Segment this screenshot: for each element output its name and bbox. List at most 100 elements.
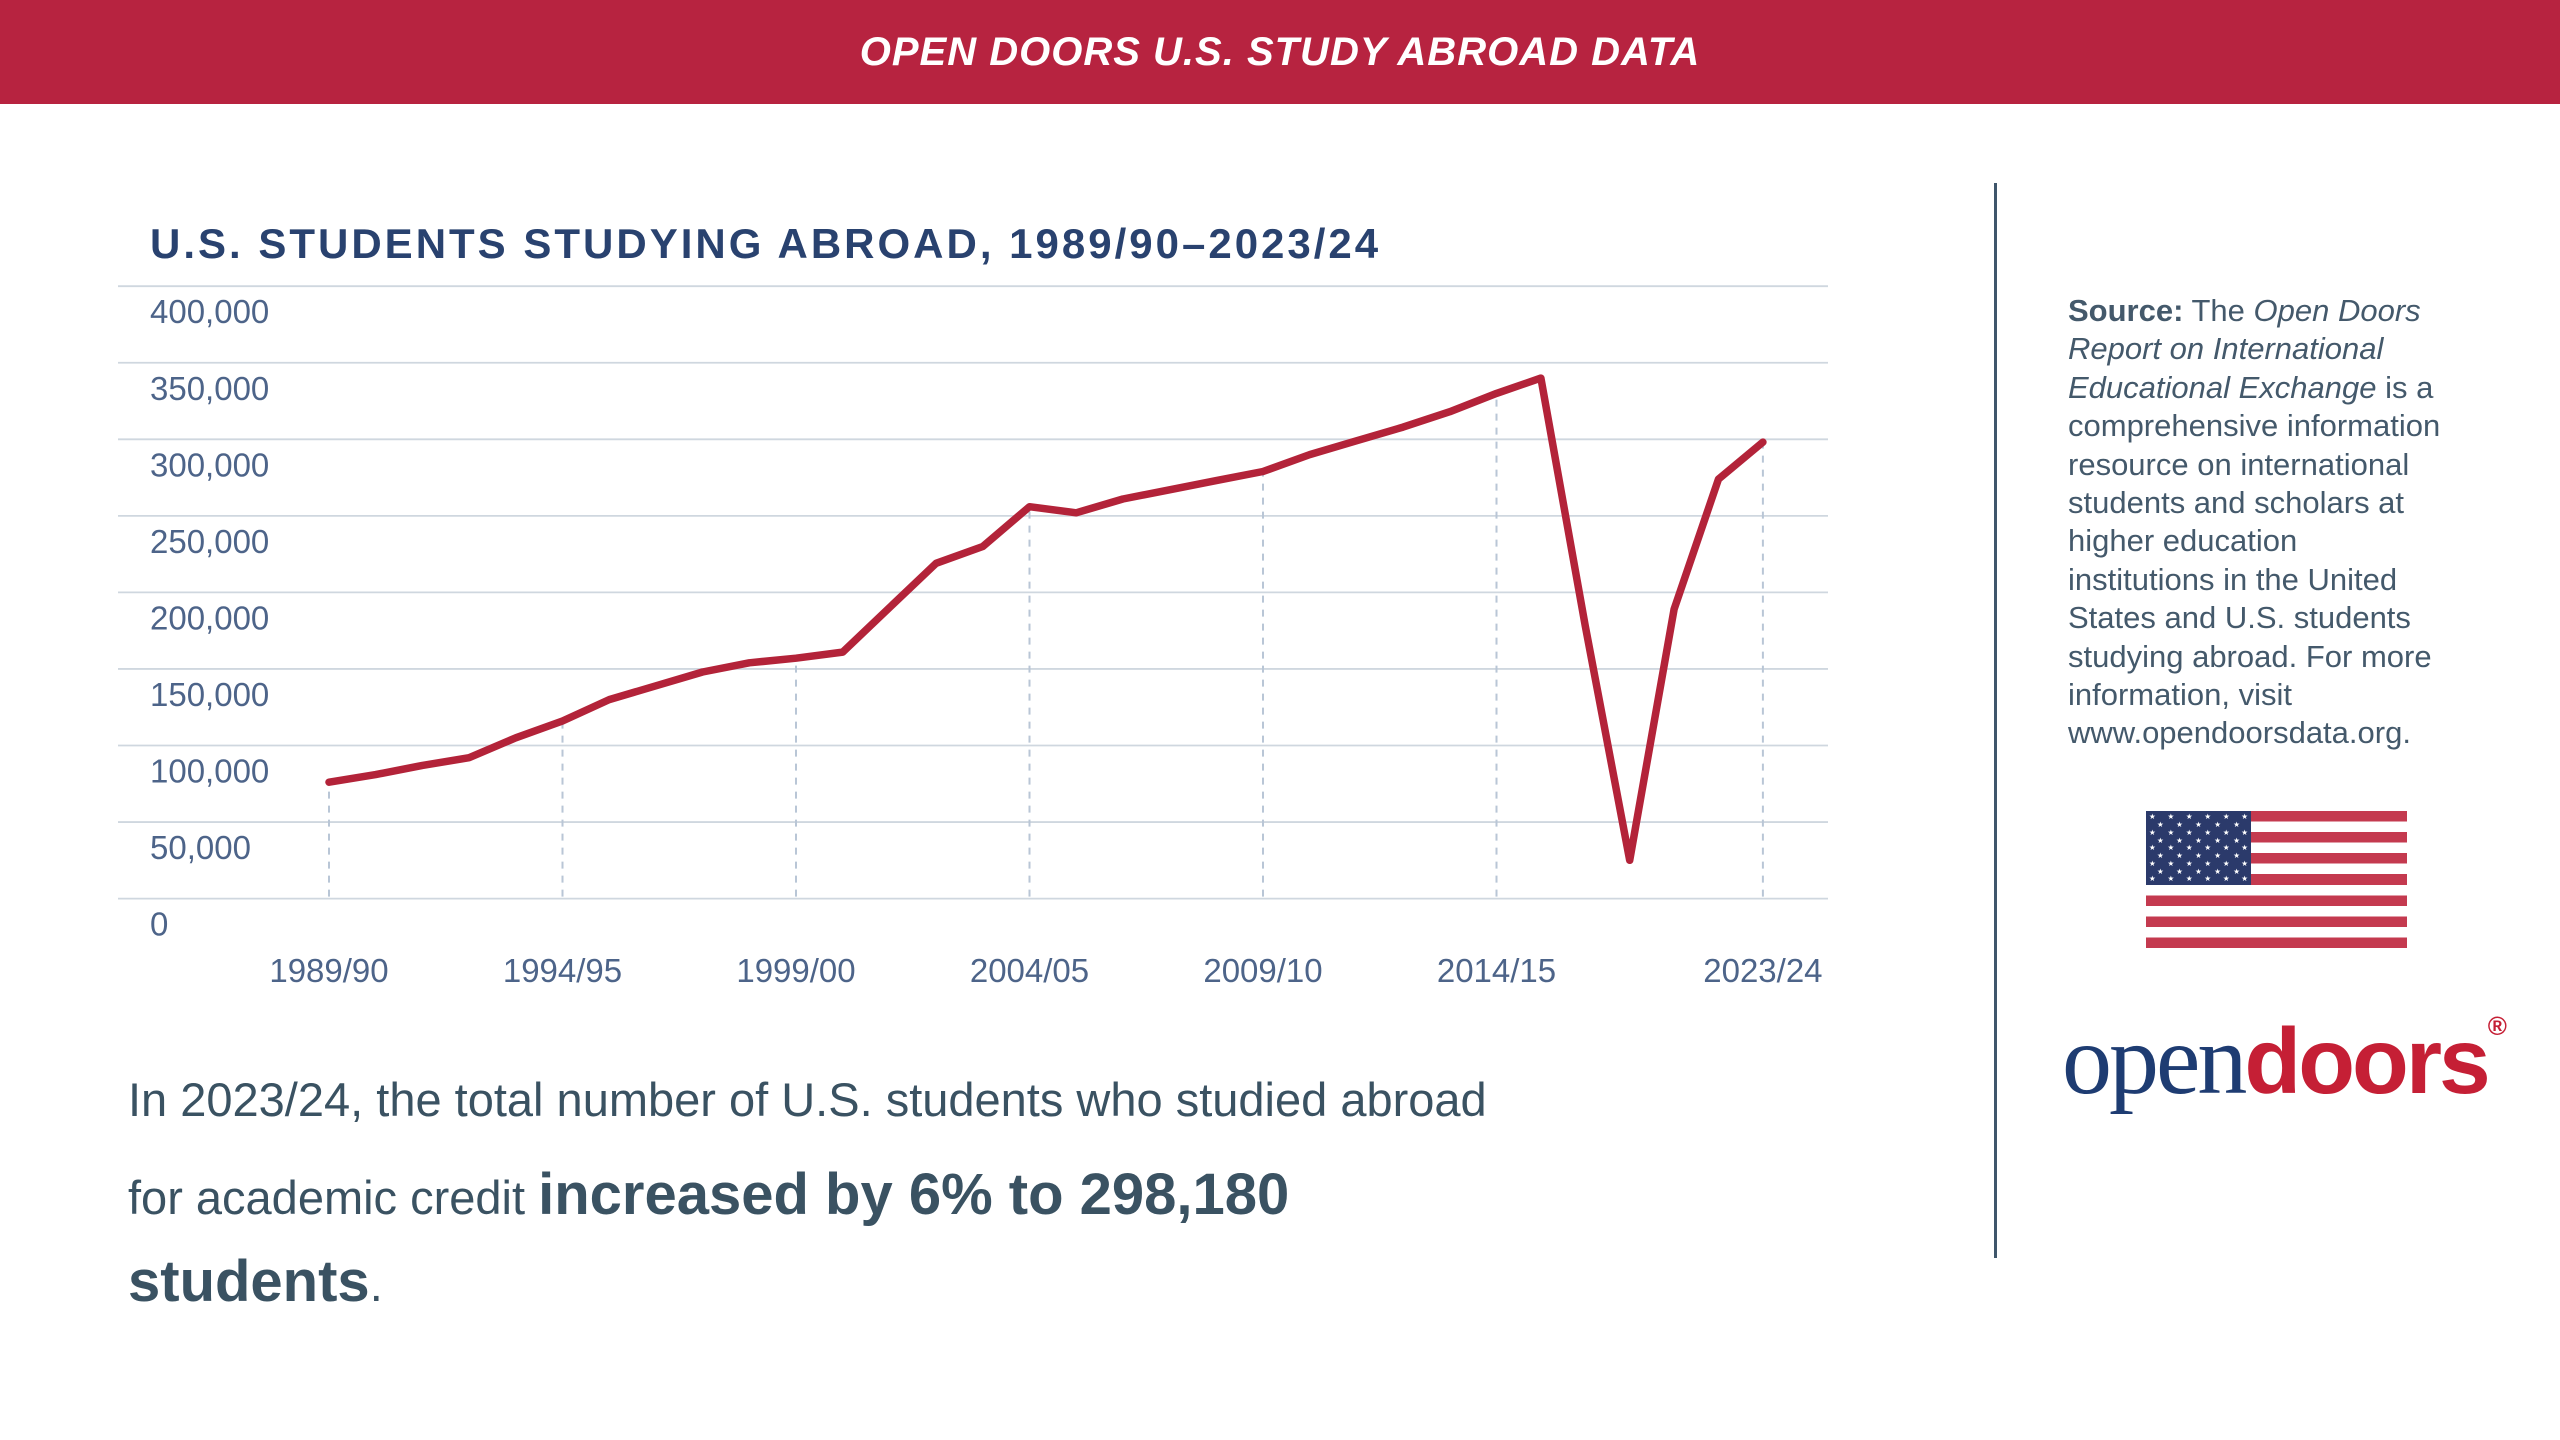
star-icon: ★ bbox=[2185, 812, 2193, 822]
star-icon: ★ bbox=[2214, 851, 2221, 861]
star-icon: ★ bbox=[2149, 827, 2156, 837]
star-icon: ★ bbox=[2241, 827, 2248, 837]
star-icon: ★ bbox=[2157, 835, 2164, 845]
flag-star-row: ★ ★ ★ ★ ★ bbox=[2149, 820, 2248, 830]
flag-star-row: ★ ★ ★ ★ ★ ★ bbox=[2149, 858, 2248, 868]
opendoorsdata-url[interactable]: www.opendoorsdata.org bbox=[2068, 715, 2403, 751]
text-line: students and scholars at bbox=[2068, 484, 2498, 522]
star-icon: ★ bbox=[2176, 835, 2183, 845]
key-finding-text: In 2023/24, the total number of U.S. stu… bbox=[128, 1072, 1828, 1316]
star-icon: ★ bbox=[2241, 843, 2248, 853]
star-icon: ★ bbox=[2241, 874, 2248, 884]
star-icon: ★ bbox=[2233, 820, 2240, 830]
star-icon: ★ bbox=[2149, 858, 2156, 868]
star-icon: ★ bbox=[2233, 866, 2240, 876]
flag-star-row: ★ ★ ★ ★ ★ ★ bbox=[2149, 812, 2248, 822]
text-run: The bbox=[2183, 293, 2254, 328]
star-icon: ★ bbox=[2204, 874, 2212, 884]
text-run: resource on international bbox=[2068, 446, 2410, 482]
star-icon: ★ bbox=[2167, 874, 2175, 884]
y-axis-label: 300,000 bbox=[150, 446, 269, 483]
text-line: Educational Exchange is a bbox=[2068, 369, 2498, 407]
logo-open-text: open bbox=[2062, 1004, 2247, 1115]
text-run: increased by 6% to 298,180 bbox=[538, 1162, 1290, 1227]
text-run: States and U.S. students bbox=[2068, 600, 2411, 636]
star-icon: ★ bbox=[2149, 874, 2156, 884]
text-line: In 2023/24, the total number of U.S. stu… bbox=[128, 1072, 1828, 1128]
banner-subtitle: U.S. STUDY ABROAD DATA bbox=[1140, 29, 1701, 74]
star-icon: ★ bbox=[2214, 835, 2221, 845]
star-icon: ★ bbox=[2176, 866, 2183, 876]
text-line: institutions in the United bbox=[2068, 561, 2498, 599]
flag-star-row: ★ ★ ★ ★ ★ ★ bbox=[2149, 874, 2248, 884]
star-icon: ★ bbox=[2222, 874, 2230, 884]
text-run: institutions in the United bbox=[2068, 561, 2398, 597]
data-line-series bbox=[325, 374, 1767, 865]
star-icon: ★ bbox=[2157, 851, 2164, 861]
text-line: higher education bbox=[2068, 522, 2498, 560]
flag-star-row: ★ ★ ★ ★ ★ ★ bbox=[2149, 843, 2248, 853]
text-line: www.opendoorsdata.org. bbox=[2068, 714, 2498, 752]
text-line: Report on International bbox=[2068, 330, 2498, 368]
top-banner: OPEN DOORS U.S. STUDY ABROAD DATA bbox=[0, 0, 2560, 104]
flag-star-row: ★ ★ ★ ★ ★ ★ bbox=[2149, 827, 2248, 837]
star-icon: ★ bbox=[2195, 820, 2202, 830]
x-axis-label: 1994/95 bbox=[503, 952, 622, 989]
x-axis-label: 2014/15 bbox=[1437, 952, 1556, 989]
text-run: is a bbox=[2376, 369, 2434, 405]
text-run: studying abroad. For more bbox=[2068, 638, 2432, 674]
y-axis-label: 0 bbox=[150, 906, 168, 943]
star-icon: ★ bbox=[2157, 866, 2164, 876]
star-icon: ★ bbox=[2204, 858, 2212, 868]
text-run: In 2023/24, the total number of U.S. stu… bbox=[128, 1073, 1487, 1126]
text-line: comprehensive information bbox=[2068, 407, 2498, 445]
text-run: information, visit bbox=[2068, 677, 2292, 713]
star-icon: ★ bbox=[2222, 858, 2230, 868]
star-icon: ★ bbox=[2176, 851, 2183, 861]
star-icon: ★ bbox=[2185, 843, 2193, 853]
star-icon: ★ bbox=[2149, 843, 2156, 853]
y-axis-label: 400,000 bbox=[150, 293, 269, 330]
star-icon: ★ bbox=[2185, 874, 2193, 884]
star-icon: ★ bbox=[2233, 851, 2240, 861]
star-icon: ★ bbox=[2195, 835, 2202, 845]
star-icon: ★ bbox=[2241, 812, 2248, 822]
star-icon: ★ bbox=[2167, 827, 2175, 837]
y-axis-label: 50,000 bbox=[150, 829, 251, 866]
text-run: Source: bbox=[2068, 293, 2184, 328]
text-run: students and scholars at bbox=[2068, 485, 2405, 521]
star-icon: ★ bbox=[2204, 812, 2212, 822]
text-run: Report on International bbox=[2068, 331, 2384, 367]
y-axis-label: 100,000 bbox=[150, 753, 269, 790]
star-icon: ★ bbox=[2167, 858, 2175, 868]
text-run: Educational Exchange bbox=[2068, 369, 2377, 405]
flag-star-row: ★ ★ ★ ★ ★ bbox=[2149, 866, 2248, 876]
star-icon: ★ bbox=[2241, 858, 2248, 868]
star-icon: ★ bbox=[2185, 827, 2193, 837]
text-line: States and U.S. students bbox=[2068, 599, 2498, 637]
x-axis-label: 1999/00 bbox=[736, 952, 855, 989]
sidebar-divider bbox=[1994, 183, 1997, 1258]
star-icon: ★ bbox=[2222, 827, 2230, 837]
chart-title: U.S. STUDENTS STUDYING ABROAD, 1989/90–2… bbox=[150, 220, 1382, 268]
x-axis-label: 2009/10 bbox=[1203, 952, 1322, 989]
text-run: . bbox=[369, 1258, 383, 1311]
star-icon: ★ bbox=[2195, 851, 2202, 861]
logo-doors-text: doors bbox=[2244, 1009, 2490, 1113]
text-run: . bbox=[2402, 715, 2411, 751]
open-doors-logo: opendoors® bbox=[2062, 1002, 2507, 1117]
y-axis-label: 150,000 bbox=[150, 676, 269, 713]
x-axis-label: 2004/05 bbox=[970, 952, 1089, 989]
us-flag-canton: ★ ★ ★ ★ ★ ★ ★ ★ ★ ★ ★ ★ ★ ★ ★ ★ ★ ★ ★ ★ ★ ★ ★ ★ ★ ★ ★ ★ ★ ★ ★ ★ ★ ★ ★ ★ ★ ★ ★ ★… bbox=[2146, 811, 2251, 885]
star-icon: ★ bbox=[2149, 812, 2156, 822]
x-axis-label: 2023/24 bbox=[1703, 952, 1822, 989]
star-icon: ★ bbox=[2185, 858, 2193, 868]
text-line: resource on international bbox=[2068, 446, 2498, 484]
star-icon: ★ bbox=[2204, 827, 2212, 837]
banner-brand: OPEN DOORS bbox=[859, 29, 1141, 74]
text-line: students. bbox=[128, 1251, 1828, 1316]
y-axis-label: 250,000 bbox=[150, 523, 269, 560]
text-line: for academic credit increased by 6% to 2… bbox=[128, 1164, 1828, 1229]
text-line: Source: The Open Doors bbox=[2068, 292, 2498, 330]
